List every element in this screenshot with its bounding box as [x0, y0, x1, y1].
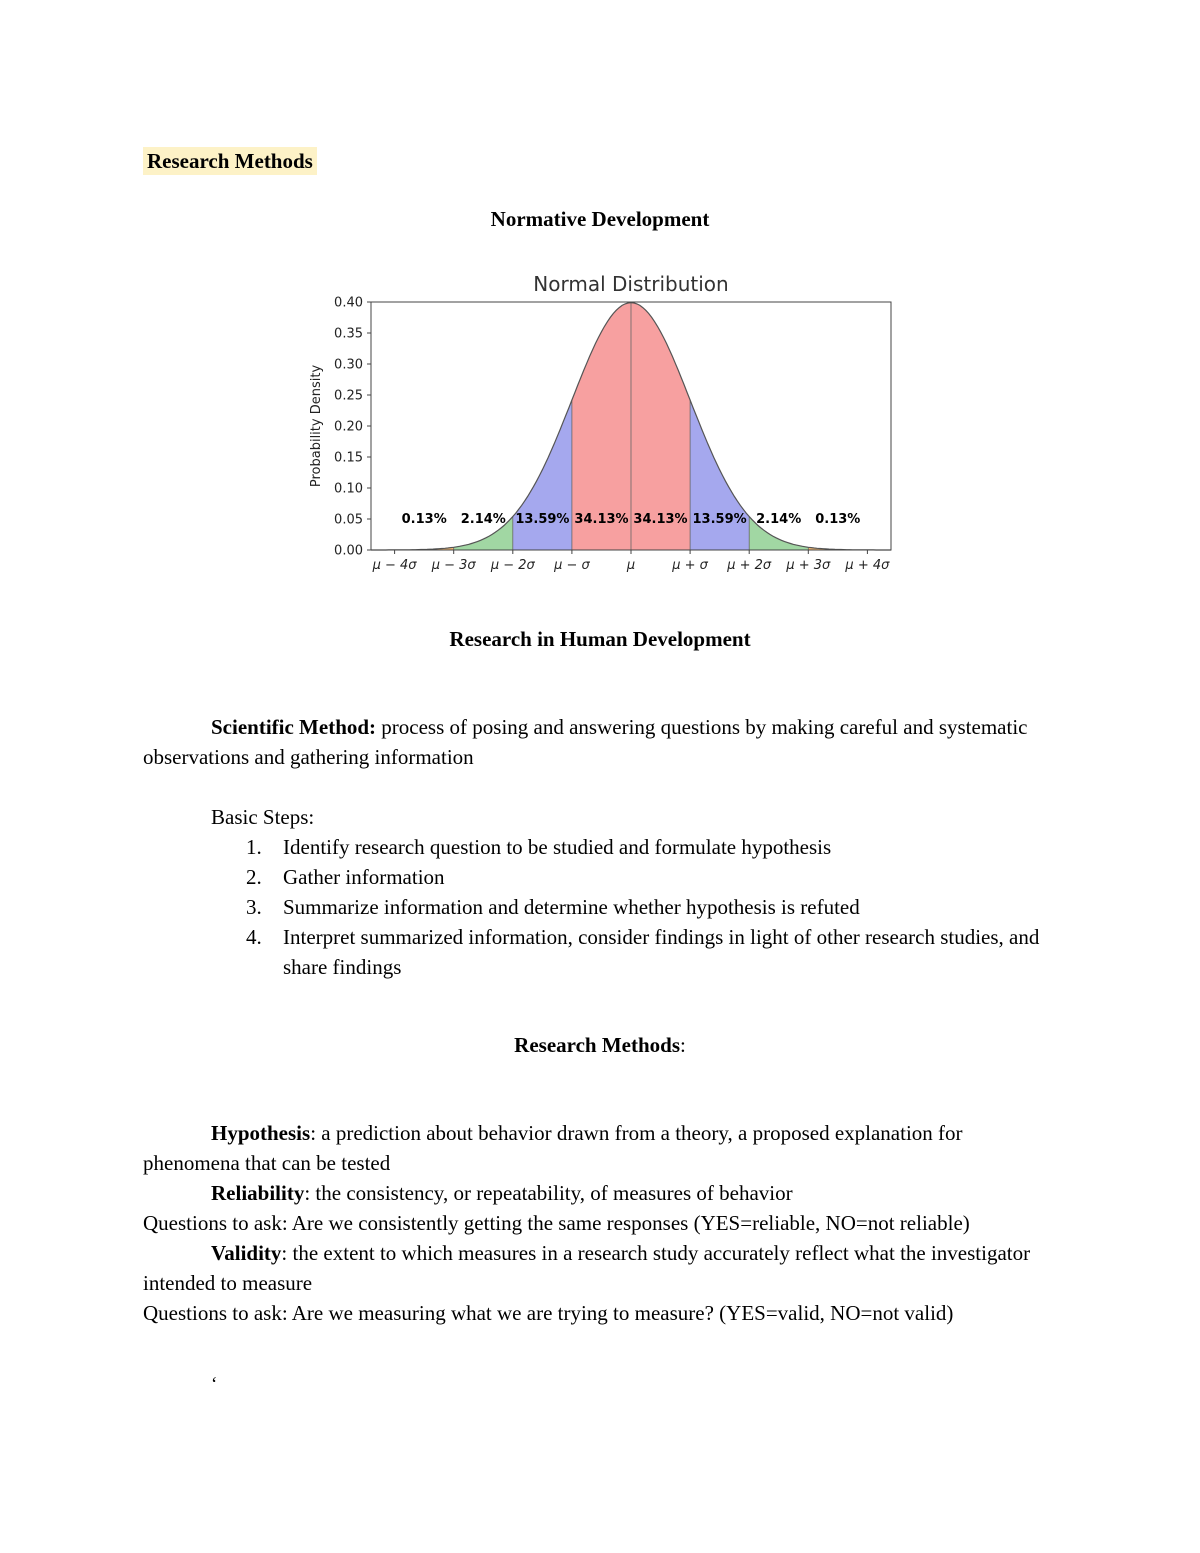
- validity-question: Questions to ask: Are we measuring what …: [143, 1301, 954, 1325]
- svg-text:μ − 2σ: μ − 2σ: [490, 558, 536, 573]
- heading-research-methods-text: Research Methods: [514, 1033, 680, 1057]
- list-item-text: Summarize information and determine whet…: [283, 895, 860, 919]
- list-item-number: 1.: [246, 835, 262, 859]
- svg-text:0.10: 0.10: [334, 482, 363, 497]
- document-page: Research Methods Normative Development 0…: [143, 146, 1057, 1395]
- normal-distribution-chart: 0.13% 2.14% 13.59% 34.13% 34.13% 13.59% 2.14% 0…: [143, 272, 1057, 600]
- svg-text:μ + 3σ: μ + 3σ: [785, 558, 831, 573]
- svg-text:13.59%: 13.59%: [693, 512, 747, 527]
- list-item-text: Identify research question to be studied…: [283, 835, 832, 859]
- svg-text:μ: μ: [626, 558, 635, 573]
- scientific-method-definition: process of posing and answering question…: [143, 715, 1028, 769]
- highlighted-title: Research Methods: [143, 147, 317, 175]
- reliability-definition: : the consistency, or repeatability, of …: [304, 1181, 793, 1205]
- scientific-method-term: Scientific Method:: [211, 715, 377, 739]
- svg-text:μ + 4σ: μ + 4σ: [844, 558, 890, 573]
- svg-text:μ − σ: μ − σ: [553, 558, 590, 573]
- list-item-number: 3.: [246, 895, 262, 919]
- svg-text:μ − 3σ: μ − 3σ: [431, 558, 477, 573]
- svg-text:μ − 4σ: μ − 4σ: [372, 558, 418, 573]
- list-item: 2. Gather information: [246, 862, 1057, 892]
- list-item-text: Interpret summarized information, consid…: [283, 925, 1040, 979]
- hypothesis-term: Hypothesis: [211, 1121, 311, 1145]
- svg-text:μ + 2σ: μ + 2σ: [726, 558, 772, 573]
- list-item: 3. Summarize information and determine w…: [246, 892, 1057, 922]
- svg-text:0.40: 0.40: [334, 296, 363, 311]
- list-item-text: Gather information: [283, 865, 445, 889]
- validity-paragraph: Validity: the extent to which measures i…: [143, 1238, 1057, 1298]
- svg-text:0.13%: 0.13%: [815, 512, 860, 527]
- heading-research-methods-colon: :: [680, 1033, 686, 1057]
- normal-distribution-plot: 0.13% 2.14% 13.59% 34.13% 34.13% 13.59% 2.14% 0…: [309, 272, 892, 573]
- svg-text:Normal Distribution: Normal Distribution: [533, 272, 728, 296]
- svg-text:34.13%: 34.13%: [633, 512, 687, 527]
- stray-quote-mark: ‘: [211, 1374, 218, 1395]
- svg-text:2.14%: 2.14%: [756, 512, 801, 527]
- hypothesis-definition: : a prediction about behavior drawn from…: [143, 1121, 963, 1175]
- reliability-question: Questions to ask: Are we consistently ge…: [143, 1211, 970, 1235]
- svg-text:0.30: 0.30: [334, 358, 363, 373]
- svg-text:0.35: 0.35: [334, 327, 363, 342]
- svg-text:0.05: 0.05: [334, 513, 363, 528]
- reliability-paragraph: Reliability: the consistency, or repeata…: [143, 1178, 1057, 1208]
- svg-text:0.00: 0.00: [334, 544, 363, 559]
- heading-research-methods: Research Methods:: [143, 1030, 1057, 1060]
- validity-term: Validity: [211, 1241, 282, 1265]
- list-item: 1. Identify research question to be stud…: [246, 832, 1057, 862]
- hypothesis-paragraph: Hypothesis: a prediction about behavior …: [143, 1118, 1057, 1178]
- reliability-term: Reliability: [211, 1181, 305, 1205]
- svg-text:μ + σ: μ + σ: [671, 558, 708, 573]
- svg-text:13.59%: 13.59%: [515, 512, 569, 527]
- list-item-number: 4.: [246, 925, 262, 949]
- svg-text:Probability Density: Probability Density: [309, 365, 324, 488]
- basic-steps-list: 1. Identify research question to be stud…: [143, 832, 1057, 982]
- svg-text:0.20: 0.20: [334, 420, 363, 435]
- list-item: 4. Interpret summarized information, con…: [246, 922, 1057, 982]
- scientific-method-paragraph: Scientific Method: process of posing and…: [143, 712, 1057, 772]
- list-item-number: 2.: [246, 865, 262, 889]
- svg-text:0.15: 0.15: [334, 451, 363, 466]
- svg-text:2.14%: 2.14%: [461, 512, 506, 527]
- svg-text:34.13%: 34.13%: [574, 512, 628, 527]
- heading-normative-development: Normative Development: [490, 207, 710, 231]
- basic-steps-label: Basic Steps:: [211, 805, 315, 829]
- page-tag-line: Research Methods: [143, 146, 1057, 176]
- svg-text:0.25: 0.25: [334, 389, 363, 404]
- svg-text:0.13%: 0.13%: [402, 512, 447, 527]
- validity-definition: : the extent to which measures in a rese…: [143, 1241, 1031, 1295]
- heading-research-human-development: Research in Human Development: [449, 627, 751, 651]
